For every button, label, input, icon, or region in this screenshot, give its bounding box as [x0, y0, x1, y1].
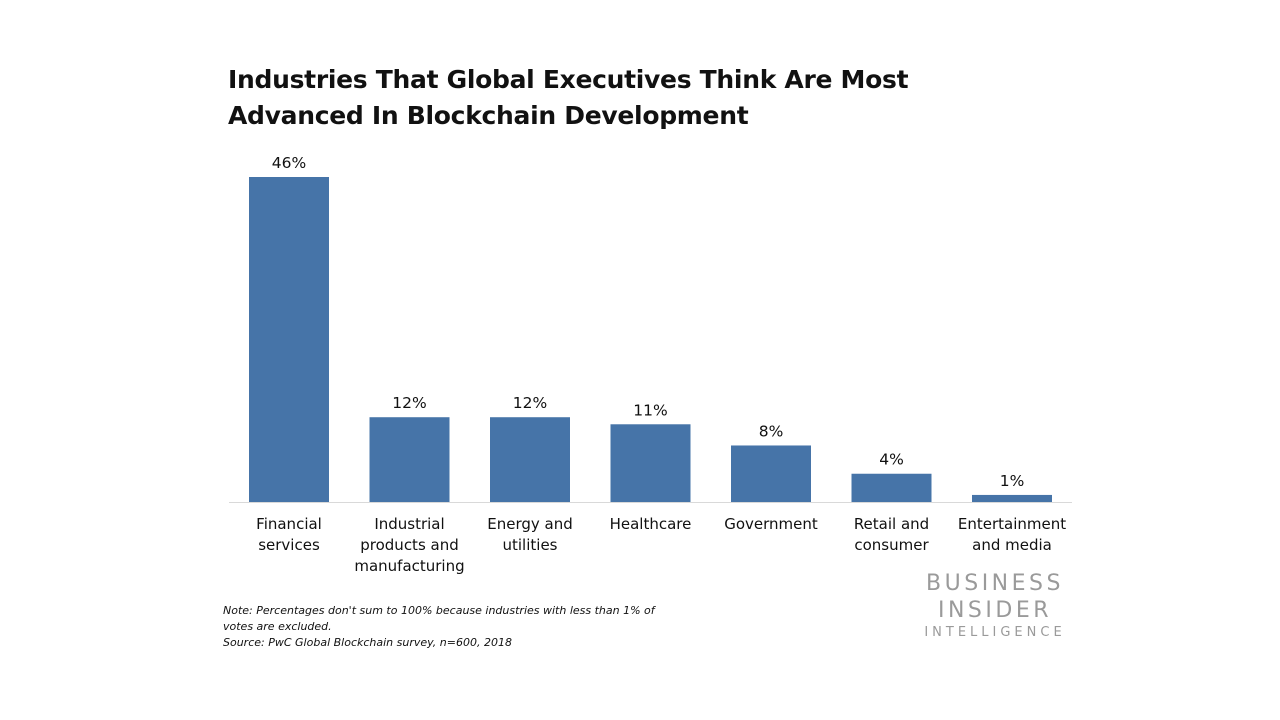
- bar-2: [490, 417, 570, 502]
- logo-line-1: BUSINESS: [926, 571, 1064, 596]
- note-line-2: votes are excluded.: [223, 620, 332, 633]
- logo-line-3: INTELLIGENCE: [924, 625, 1066, 640]
- category-label-6-line-1: and media: [972, 536, 1052, 554]
- chart-notes: Note: Percentages don't sum to 100% beca…: [223, 603, 693, 651]
- category-label-0-line-1: services: [258, 536, 320, 554]
- bar-5: [851, 473, 932, 502]
- logo-line-2: INSIDER: [937, 598, 1053, 623]
- chart-title-line-2: Advanced In Blockchain Development: [228, 101, 749, 130]
- category-label-2-line-1: utilities: [503, 536, 558, 554]
- value-label-3: 11%: [633, 401, 667, 419]
- category-label-1-line-2: manufacturing: [354, 557, 464, 575]
- category-label-5-line-1: consumer: [854, 536, 929, 554]
- business-insider-intelligence-logo: BUSINESS INSIDER INTELLIGENCE: [905, 570, 1085, 641]
- category-label-1-line-1: products and: [360, 536, 459, 554]
- category-label-6-line-0: Entertainment: [958, 515, 1066, 533]
- value-label-4: 8%: [759, 422, 784, 440]
- bar-6: [972, 494, 1052, 502]
- chart-title-line-1: Industries That Global Executives Think …: [228, 65, 909, 94]
- bar-3: [610, 424, 691, 502]
- value-label-6: 1%: [1000, 472, 1025, 490]
- value-label-1: 12%: [392, 394, 426, 412]
- category-label-1-line-0: Industrial: [374, 515, 444, 533]
- source-line: Source: PwC Global Blockchain survey, n=…: [223, 636, 512, 649]
- category-label-4-line-0: Government: [724, 515, 818, 533]
- bar-4: [731, 445, 811, 502]
- category-label-2-line-0: Energy and: [487, 515, 573, 533]
- value-label-0: 46%: [272, 154, 306, 172]
- value-label-5: 4%: [879, 451, 904, 469]
- value-label-2: 12%: [513, 394, 547, 412]
- category-label-0-line-0: Financial: [256, 515, 322, 533]
- category-label-5-line-0: Retail and: [854, 515, 929, 533]
- note-line-1: Note: Percentages don't sum to 100% beca…: [223, 604, 655, 617]
- chart-title: Industries That Global Executives Think …: [228, 62, 928, 134]
- bar-1: [369, 417, 450, 502]
- bar-0: [249, 177, 329, 502]
- category-label-3-line-0: Healthcare: [610, 515, 692, 533]
